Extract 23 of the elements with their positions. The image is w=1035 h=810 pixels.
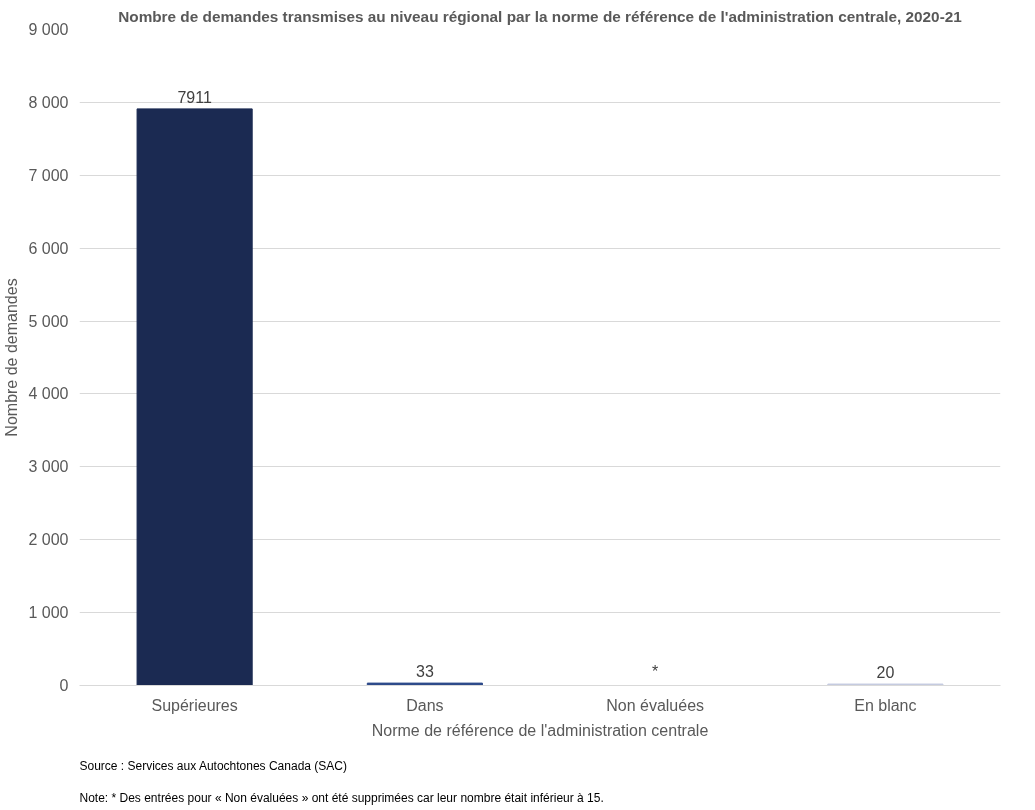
data-label: 20 [876, 664, 895, 682]
y-tick-label: 3 000 [28, 458, 69, 476]
x-tick-label: Dans [406, 696, 444, 714]
y-tick-label: 7 000 [28, 166, 69, 184]
y-tick-label: 2 000 [28, 531, 69, 549]
y-tick-label: 4 000 [28, 385, 69, 403]
data-label: 7911 [177, 88, 212, 106]
source-note: Source : Services aux Autochtones Canada (SAC) [79, 758, 347, 773]
x-tick-label: Supérieures [151, 696, 238, 714]
y-tick-label: 0 [59, 677, 69, 694]
data-label: 33 [415, 663, 434, 681]
y-tick-label: 9 000 [28, 21, 69, 38]
x-tick-label: En blanc [854, 696, 917, 714]
x-tick-label: Non évaluées [606, 696, 705, 714]
y-tick-label: 5 000 [28, 312, 69, 330]
y-tick-label: 1 000 [28, 604, 69, 622]
text: * [652, 662, 659, 680]
y-tick-label: 8 000 [28, 93, 69, 111]
y-axis-title: Nombre de demandes [3, 278, 21, 437]
y-tick-label: 6 000 [28, 239, 69, 257]
x-axis-title: Norme de référence de l'administration centrale [371, 721, 709, 739]
chart-title: Nombre de demandes transmises au niveau régional par la norme de référence de l'administration centrale, 2020-21 [118, 7, 963, 25]
text: Note: * Des entrées pour « Non évaluées » ont été supprimées car leur nombre était inférieur à 15. [79, 790, 604, 805]
